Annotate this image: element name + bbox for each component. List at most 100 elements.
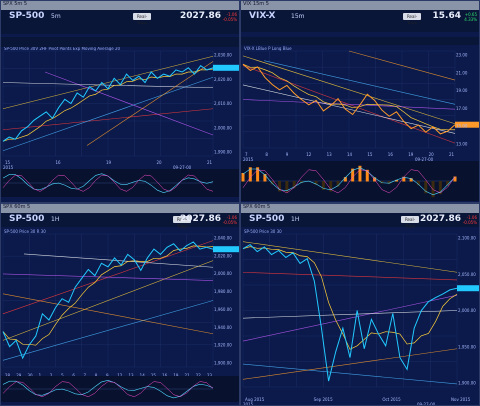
symbol-label[interactable]: VIX-X <box>249 11 276 21</box>
indicator-bar <box>402 176 406 182</box>
x-tick-label: 14 <box>140 373 146 378</box>
y-tick-label: 2,000.00 <box>214 125 232 130</box>
trend-line <box>2 273 214 281</box>
indicator-bar <box>263 174 267 182</box>
date-label: 09-27-00 <box>415 157 434 162</box>
y-tick-label: 1,960.00 <box>214 307 232 312</box>
symbol-label[interactable]: SP-500 <box>249 214 285 224</box>
trend-line <box>44 71 214 136</box>
y-tick-label: 1,990.00 <box>214 150 232 155</box>
timeframe-label[interactable]: 15m <box>291 13 305 20</box>
x-tick-label: 28 <box>5 373 11 378</box>
timeframe-label[interactable]: 5m <box>51 13 61 20</box>
y-tick-label: 15.00 <box>456 124 468 129</box>
moving-average-line <box>2 245 214 346</box>
indicator-signal-line <box>2 174 214 192</box>
x-tick-label: 29 <box>16 373 22 378</box>
trend-line <box>348 50 456 81</box>
legend-price: VIX-X LBlue P Long Blue <box>244 46 292 51</box>
x-tick-label: 16 <box>162 373 168 378</box>
panel-titlebar[interactable]: SPX 60m 5 <box>1 204 239 213</box>
indicator-bar <box>380 181 384 184</box>
chart-vix-15m[interactable]: 23.00 21.00 19.00 17.00 15.00 13.00 7 8 9 12 13 14 1… <box>241 1 480 203</box>
indicator-bar <box>365 169 369 182</box>
x-tick-label: 6 <box>72 373 75 378</box>
x-tick-label: 14 <box>347 152 353 157</box>
symbol-label[interactable]: SP-500 <box>9 11 45 21</box>
y-tick-label: 21.00 <box>456 70 468 75</box>
timeframe-label[interactable]: 1H <box>291 216 300 223</box>
y-tick-label: 2,050.00 <box>458 272 476 277</box>
y-tick-label: 2,100.00 <box>458 236 476 241</box>
trend-line <box>2 76 214 152</box>
trend-line <box>242 271 458 281</box>
x-tick-label: 20 <box>429 152 435 157</box>
indicator-bar <box>256 167 260 182</box>
trend-line <box>242 99 456 110</box>
last-price-marker <box>455 121 479 128</box>
panel-titlebar[interactable]: VIX 15m 5 <box>241 1 479 10</box>
price-change: +0.65 4.33% <box>464 12 477 22</box>
indicator-bar <box>336 181 340 187</box>
x-tick-label: 30 <box>27 373 33 378</box>
trend-line <box>242 84 456 134</box>
x-tick-label: 13 <box>128 373 134 378</box>
legend-band <box>241 37 479 45</box>
last-price-marker <box>213 64 239 71</box>
y-tick-label: 2,000.00 <box>458 308 476 313</box>
indicator-bar <box>424 181 428 194</box>
real-time-button[interactable]: Real-Time <box>403 13 421 26</box>
x-tick-label: 20 <box>157 160 163 165</box>
moving-average-line <box>242 63 456 131</box>
chart-sp500-1h[interactable]: 2,040.00 2,020.00 2,000.00 1,980.00 1,960.00… <box>1 204 240 406</box>
real-time-button[interactable]: Real-Time <box>133 13 151 26</box>
panel-header: SP-500 1H Real-Time 2027.86 -1.06 -0.05% <box>241 213 479 229</box>
x-tick-label: 8 <box>95 373 98 378</box>
x-tick-label: 21 <box>185 373 191 378</box>
chart-sp500-1h-daily[interactable]: 2,100.00 2,050.00 2,000.00 1,950.00 1,900.00… <box>241 204 480 406</box>
x-tick-label: 19 <box>408 152 414 157</box>
x-tick-label: 9 <box>286 152 289 157</box>
x-tick-label: 9 <box>106 373 109 378</box>
indicator-bar <box>409 178 413 182</box>
x-tick-label: 8 <box>265 152 268 157</box>
timeframe-label[interactable]: 1H <box>51 216 60 223</box>
x-tick-label: 19 <box>173 373 179 378</box>
indicator-bar <box>314 181 318 185</box>
legend-price: SP-500 Price 30V 2HF Pivot Points Exp Mo… <box>4 46 121 51</box>
indicator-bar <box>416 181 420 186</box>
last-price-marker <box>213 246 239 253</box>
x-tick-label: 12 <box>306 152 312 157</box>
chart-sp500-5m[interactable]: 2,030.00 2,020.00 2,010.00 2,000.00 1,990.00… <box>1 1 240 203</box>
legend-price: SP-500 Price 30 R 30 <box>4 229 46 234</box>
panel-titlebar[interactable]: SPX 60m 5 <box>241 204 479 213</box>
indicator-signal-line <box>2 381 214 398</box>
x-tick-label: 23 <box>207 373 213 378</box>
x-tick-label: 15 <box>151 373 157 378</box>
x-tick-label: 7 <box>84 373 87 378</box>
x-tick-label: Aug 2015 <box>245 397 265 402</box>
real-time-button[interactable]: Real-Time <box>173 216 191 229</box>
indicator-bar <box>438 181 442 195</box>
trend-line <box>2 108 214 131</box>
last-price: 2027.86 <box>420 214 461 224</box>
price-series-line <box>242 63 456 135</box>
symbol-label[interactable]: SP-500 <box>9 214 45 224</box>
trend-line <box>2 293 214 335</box>
indicator-line <box>242 167 456 196</box>
real-time-button[interactable]: Real-Time <box>401 216 419 229</box>
x-tick-label: 21 <box>207 160 213 165</box>
x-tick-label: 15 <box>367 152 373 157</box>
y-tick-label: 2,010.00 <box>214 101 232 106</box>
x-tick-label: 13 <box>327 152 333 157</box>
x-tick-label: 1 <box>39 373 42 378</box>
panel-sp500-1h-right: SPX 60m 5 SP-500 1H Real-Time 2027.86 -1… <box>240 203 480 406</box>
year-label: 2015 <box>3 165 14 170</box>
panel-titlebar[interactable]: SPX 5m 5 <box>1 1 239 10</box>
last-price: 2027.86 <box>180 11 221 21</box>
x-tick-label: 7 <box>245 152 248 157</box>
last-price: 15.64 <box>432 11 461 21</box>
trend-line <box>242 55 456 125</box>
legend-price: SP-500 Price 30 30 <box>244 229 282 234</box>
trend-line <box>264 60 456 105</box>
